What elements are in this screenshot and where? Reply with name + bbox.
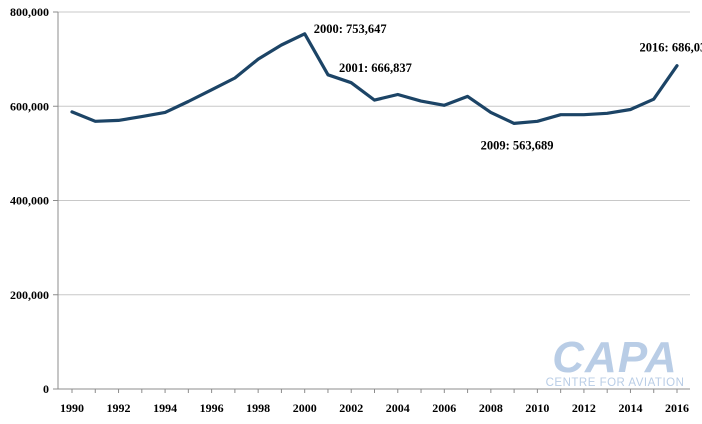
x-tick-label: 2012	[572, 401, 596, 415]
x-tick-label: 2016	[665, 401, 689, 415]
x-tick-label: 1990	[60, 401, 84, 415]
data-label: 2001: 666,837	[339, 61, 412, 75]
logo-wordmark: CAPA	[552, 333, 677, 382]
series-group	[70, 32, 679, 126]
x-tick-label: 2002	[339, 401, 363, 415]
x-tick-label: 2014	[618, 401, 642, 415]
x-tick-label: 2010	[525, 401, 549, 415]
axes	[53, 11, 690, 393]
logo-tagline: CENTRE FOR AVIATION	[546, 377, 685, 389]
series-line	[70, 32, 679, 126]
x-tick-label: 1994	[153, 401, 177, 415]
annotations: 2000: 753,647 2001: 666,837 2009: 563,689 2…	[314, 22, 702, 153]
x-tick-label: 1996	[200, 401, 224, 415]
y-tick-label: 600,000	[10, 99, 49, 113]
y-tick-label: 400,000	[10, 194, 49, 208]
x-tick-label: 2006	[432, 401, 456, 415]
x-tick-label: 1992	[107, 401, 131, 415]
x-tick-label: 1998	[246, 401, 270, 415]
y-axis-labels: 0 200,000 400,000 600,000 800,000	[10, 5, 49, 396]
y-tick-label: 200,000	[10, 288, 49, 302]
y-tick-label: 800,000	[10, 5, 49, 19]
data-label: 2009: 563,689	[481, 138, 554, 152]
x-tick-label: 2000	[293, 401, 317, 415]
data-label: 2000: 753,647	[314, 22, 387, 36]
grid-lines	[58, 11, 690, 296]
x-tick-label: 2004	[386, 401, 410, 415]
capa-logo: CAPA CENTRE FOR AVIATION	[546, 333, 685, 389]
x-tick-label: 2008	[479, 401, 503, 415]
y-tick-label: 0	[43, 382, 49, 396]
data-label: 2016: 686,034	[640, 41, 702, 55]
x-axis-labels: 1990 1992 1994 1996 1998 2000 2002 2004 2006 2008…	[60, 401, 689, 415]
